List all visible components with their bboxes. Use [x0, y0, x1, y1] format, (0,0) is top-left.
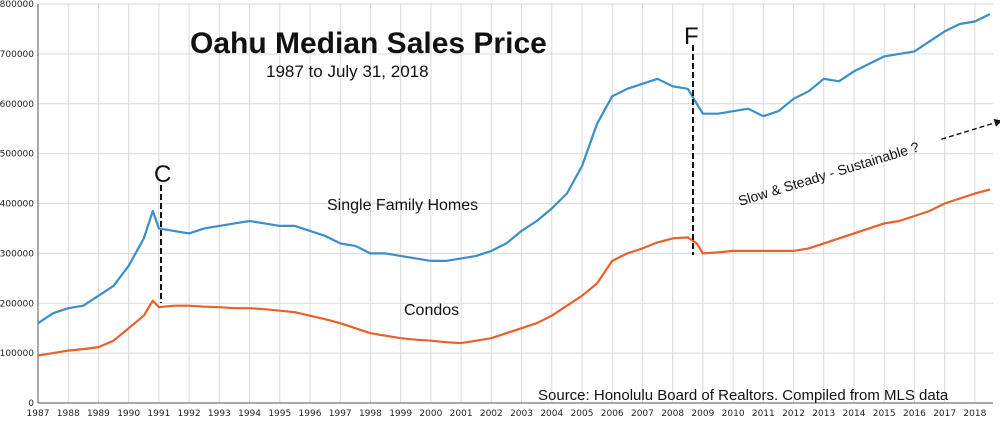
x-tick-label: 1996 [299, 409, 322, 419]
x-tick-label: 1990 [117, 409, 140, 419]
axes: 1987 1988 1989 1990 1991 1992 1993 1994 1995 1996… [0, 0, 993, 419]
y-tick-label: 200000 [0, 299, 34, 309]
x-tick-label: 1998 [359, 409, 382, 419]
x-tick-label: 2008 [661, 409, 684, 419]
x-tick-label: 2018 [963, 409, 986, 419]
series-lines [37, 13, 991, 357]
x-tick-label: 2016 [903, 409, 926, 419]
sfh-label: Single Family Homes [327, 197, 478, 214]
x-tick-label: 2006 [601, 409, 624, 419]
series-line-single-family-homes [37, 13, 991, 325]
x-tick-label: 2002 [480, 409, 503, 419]
x-tick-label: 2014 [843, 409, 866, 419]
x-tick-label: 1991 [147, 409, 170, 419]
x-tick-label: 1993 [208, 409, 231, 419]
x-tick-label: 2004 [540, 409, 563, 419]
x-tick-label: 1989 [87, 409, 110, 419]
x-tick-label: 1999 [389, 409, 412, 419]
y-tick-label: 800000 [0, 0, 34, 10]
chart-title: Oahu Median Sales Price [190, 27, 547, 60]
y-tick-label: 700000 [0, 50, 34, 60]
series-line-condos [37, 188, 991, 357]
y-tick-label: 600000 [0, 100, 34, 110]
x-tick-label: 2013 [812, 409, 835, 419]
x-tick-label: 1997 [329, 409, 352, 419]
x-tick-label: 2007 [631, 409, 654, 419]
source-label: Source: Honolulu Board of Realtors. Comp… [538, 387, 949, 404]
trend-arrow-line [941, 122, 996, 140]
grid [37, 3, 993, 404]
y-tick-label: 0 [28, 399, 34, 409]
x-tick-label: 2012 [782, 409, 805, 419]
chart-subtitle: 1987 to July 31, 2018 [266, 62, 429, 81]
condo-label: Condos [404, 302, 459, 319]
x-tick-label: 2003 [510, 409, 533, 419]
trend-arrow-head [993, 119, 1000, 127]
y-tick-label: 400000 [0, 200, 34, 210]
y-tick-label: 500000 [0, 150, 34, 160]
x-tick-label: 1988 [57, 409, 80, 419]
x-tick-label: 1992 [178, 409, 201, 419]
x-tick-label: 1987 [27, 409, 50, 419]
x-tick-label: 2011 [752, 409, 775, 419]
x-tick-label: 2017 [933, 409, 956, 419]
x-tick-label: 2005 [571, 409, 594, 419]
x-tick-label: 2010 [722, 409, 745, 419]
x-tick-label: 1995 [268, 409, 291, 419]
y-tick-label: 300000 [0, 249, 34, 259]
x-tick-label: 2009 [691, 409, 714, 419]
y-tick-label: 100000 [0, 349, 34, 359]
x-tick-label: 2001 [450, 409, 473, 419]
x-tick-label: 1994 [238, 409, 261, 419]
x-tick-label: 2000 [419, 409, 442, 419]
marker-c-label: C [154, 161, 171, 188]
x-tick-label: 2015 [873, 409, 896, 419]
marker-f-label: F [684, 23, 699, 50]
